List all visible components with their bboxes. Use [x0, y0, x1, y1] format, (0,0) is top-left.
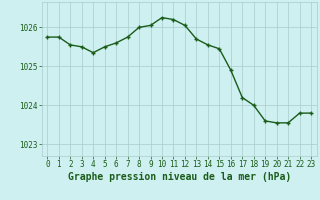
X-axis label: Graphe pression niveau de la mer (hPa): Graphe pression niveau de la mer (hPa): [68, 172, 291, 182]
